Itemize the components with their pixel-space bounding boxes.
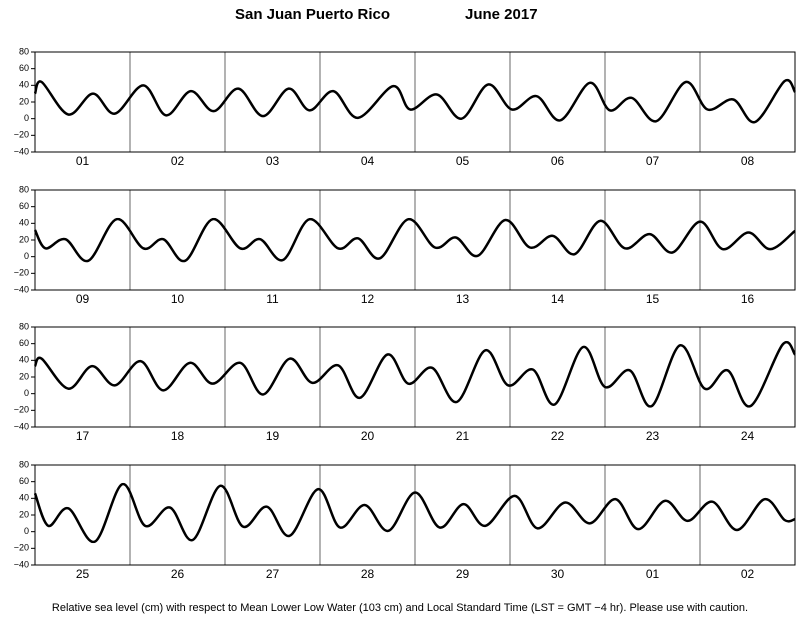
y-tick-label: 80: [19, 184, 29, 194]
day-label: 15: [646, 292, 660, 306]
day-label: 28: [361, 567, 375, 581]
y-tick-label: 20: [19, 234, 29, 244]
y-tick-label: 40: [19, 355, 29, 365]
y-tick-label: 80: [19, 321, 29, 331]
day-label: 08: [741, 154, 755, 168]
y-tick-label: 80: [19, 46, 29, 56]
y-tick-label: 60: [19, 476, 29, 486]
y-tick-label: 20: [19, 96, 29, 106]
day-label: 12: [361, 292, 375, 306]
day-label: 07: [646, 154, 660, 168]
day-label: 20: [361, 429, 375, 443]
day-label: 16: [741, 292, 755, 306]
day-label: 22: [551, 429, 565, 443]
tide-line: [35, 342, 795, 406]
day-label: 29: [456, 567, 470, 581]
y-tick-label: 60: [19, 201, 29, 211]
day-label: 01: [646, 567, 660, 581]
day-label: 30: [551, 567, 565, 581]
day-label: 02: [741, 567, 755, 581]
day-label: 05: [456, 154, 470, 168]
tide-line: [35, 219, 795, 261]
y-tick-label: −20: [14, 405, 29, 415]
day-label: 11: [266, 292, 279, 306]
day-label: 06: [551, 154, 565, 168]
day-label: 26: [171, 567, 185, 581]
y-tick-label: 0: [24, 388, 29, 398]
footnote: Relative sea level (cm) with respect to …: [52, 602, 748, 614]
y-tick-label: 40: [19, 80, 29, 90]
y-tick-label: 0: [24, 251, 29, 261]
y-tick-label: −40: [14, 146, 29, 156]
y-tick-label: −20: [14, 268, 29, 278]
y-tick-label: 40: [19, 218, 29, 228]
y-tick-label: 60: [19, 338, 29, 348]
day-label: 25: [76, 567, 90, 581]
y-tick-label: −40: [14, 421, 29, 431]
y-tick-label: −40: [14, 559, 29, 569]
y-tick-label: 0: [24, 526, 29, 536]
y-tick-label: 0: [24, 113, 29, 123]
chart-date: June 2017: [465, 6, 538, 23]
day-label: 14: [551, 292, 565, 306]
day-label: 04: [361, 154, 375, 168]
day-label: 27: [266, 567, 280, 581]
y-tick-label: −20: [14, 130, 29, 140]
y-tick-label: −20: [14, 543, 29, 553]
day-label: 19: [266, 429, 280, 443]
y-tick-label: 40: [19, 493, 29, 503]
day-label: 18: [171, 429, 185, 443]
day-label: 13: [456, 292, 470, 306]
day-label: 03: [266, 154, 280, 168]
y-tick-label: 80: [19, 459, 29, 469]
day-label: 01: [76, 154, 90, 168]
tide-line: [35, 484, 795, 542]
day-label: 17: [76, 429, 90, 443]
y-tick-label: −40: [14, 284, 29, 294]
y-tick-label: 20: [19, 371, 29, 381]
day-label: 09: [76, 292, 90, 306]
y-tick-label: 20: [19, 509, 29, 519]
day-label: 24: [741, 429, 755, 443]
day-label: 23: [646, 429, 660, 443]
day-label: 10: [171, 292, 185, 306]
chart-title: San Juan Puerto Rico: [235, 6, 390, 23]
y-tick-label: 60: [19, 63, 29, 73]
day-label: 21: [456, 429, 470, 443]
tide-line: [35, 80, 795, 122]
day-label: 02: [171, 154, 185, 168]
